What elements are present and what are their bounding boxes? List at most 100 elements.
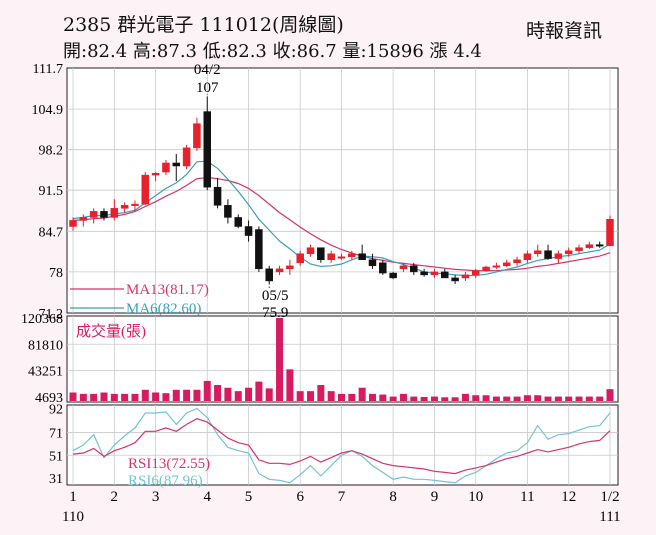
volume-bar (534, 395, 542, 401)
candle-body (523, 253, 532, 261)
x-year-start: 110 (62, 509, 84, 525)
volume-bar (193, 389, 201, 401)
x-tick-label: 10 (468, 489, 483, 505)
candle-body (533, 250, 542, 254)
candle-body (141, 174, 150, 205)
volume-bar (482, 395, 490, 401)
rsi-tick-label: 51 (49, 449, 63, 464)
candle-body (162, 162, 170, 173)
volume-bar (69, 392, 77, 401)
rsi13-line (72, 418, 611, 475)
ma13-legend-label: MA13(81.17) (126, 282, 209, 298)
candle-body (224, 205, 232, 218)
price-tick-label: 71.2 (39, 307, 64, 322)
rsi6-line (72, 407, 611, 484)
candle-body (213, 186, 222, 206)
high-value-label: 107 (196, 80, 219, 96)
volume-bar (255, 381, 263, 401)
volume-bar (606, 389, 614, 401)
source-label: 時報資訊 (526, 20, 603, 42)
volume-tick-label: 43251 (28, 365, 63, 380)
volume-bar (265, 388, 273, 401)
volume-bar (224, 387, 232, 401)
x-tick-label: 12 (561, 489, 576, 505)
x-tick-label: 3 (152, 489, 160, 505)
volume-tick-label: 4693 (35, 391, 63, 406)
volume-title: 成交量(張) (76, 322, 146, 340)
volume-bar (492, 396, 500, 401)
x-tick-label: 9 (431, 489, 439, 505)
candle-body (182, 147, 191, 167)
price-tick-label: 104.9 (32, 103, 64, 118)
price-tick-label: 98.2 (39, 144, 64, 159)
ma6-line (72, 160, 611, 277)
volume-bar (461, 393, 469, 401)
candle-body (379, 262, 387, 274)
candle-body (461, 274, 470, 279)
candle-body (585, 244, 594, 248)
volume-bar (575, 396, 583, 401)
candle-body (89, 211, 98, 218)
candle-body (317, 247, 325, 261)
candle-body (554, 253, 563, 259)
low-date-label: 05/5 (262, 288, 289, 304)
rsi-tick-label: 31 (49, 472, 63, 487)
x-tick-label: 5 (245, 489, 253, 505)
candle-body (327, 253, 335, 261)
volume-bar (110, 393, 118, 401)
candle-body (131, 203, 139, 206)
volume-bar (420, 396, 428, 401)
candle-body (513, 259, 521, 264)
x-tick-label: 6 (296, 489, 304, 505)
candle-body (193, 123, 201, 149)
rsi13-legend-label: RSI13(72.55) (128, 456, 210, 472)
volume-bar (79, 393, 87, 401)
candle-body (451, 277, 459, 282)
candle-body (69, 220, 77, 227)
volume-bar (214, 385, 222, 401)
ma6-legend-label: MA6(82.60) (126, 301, 201, 317)
price-tick-label: 84.7 (39, 225, 64, 240)
candle-body (410, 265, 418, 273)
volume-bar (389, 396, 397, 401)
volume-bar (141, 389, 149, 401)
x-tick-label: 1/2 (600, 489, 619, 505)
volume-bar (327, 391, 335, 401)
volume-bar (100, 392, 108, 401)
candle-body (100, 211, 108, 218)
x-tick-label: 8 (389, 489, 397, 505)
candle-body (348, 253, 356, 257)
volume-bar (523, 395, 531, 401)
quote-line: 開:82.4 高:87.3 低:82.3 收:86.7 量:15896 漲 4.… (63, 41, 482, 62)
volume-bar (513, 396, 521, 401)
candle-body (389, 272, 397, 279)
candle-body (441, 271, 449, 279)
volume-bar (152, 392, 160, 401)
volume-bar (596, 396, 604, 401)
volume-bar (234, 391, 242, 401)
x-tick-label: 11 (520, 489, 534, 505)
high-date-label: 04/2 (194, 62, 221, 78)
volume-tick-label: 120368 (21, 312, 63, 327)
volume-bar (348, 393, 356, 401)
candle-body (275, 268, 284, 273)
volume-bar (430, 396, 438, 401)
candle-body (265, 268, 273, 282)
candle-body (286, 265, 294, 270)
candle-body (255, 229, 263, 270)
volume-bar (245, 387, 253, 401)
candle-body (575, 247, 583, 251)
candle-body (234, 217, 242, 227)
volume-bar (172, 389, 180, 401)
candle-body (358, 253, 366, 261)
chart-title: 2385 群光電子 111012(周線圖) (63, 14, 344, 36)
volume-bar (379, 394, 387, 401)
candle-body (502, 262, 511, 267)
volume-bar (544, 396, 552, 401)
low-value-label: 75.9 (262, 305, 288, 321)
price-tick-label: 91.5 (39, 184, 64, 199)
volume-bar (296, 391, 304, 401)
volume-bar (276, 318, 284, 401)
